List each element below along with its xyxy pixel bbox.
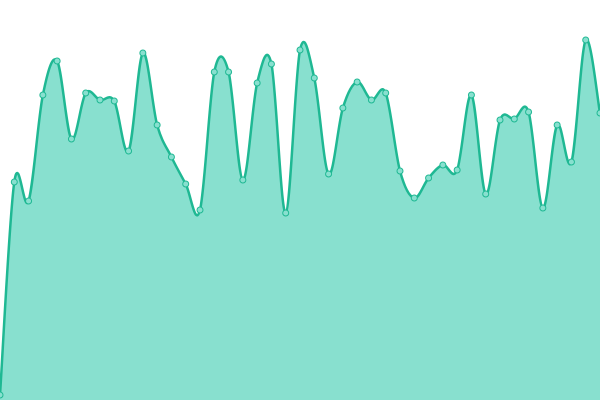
point (182, 180, 190, 188)
point (96, 96, 104, 104)
point (482, 190, 490, 198)
point (396, 167, 404, 175)
point (267, 60, 275, 68)
point (210, 68, 218, 76)
point (225, 68, 233, 76)
point (496, 116, 504, 124)
point (367, 96, 375, 104)
point (53, 57, 61, 65)
point (139, 49, 147, 57)
point (67, 135, 75, 143)
point (539, 204, 547, 212)
point (582, 36, 590, 44)
point (525, 108, 533, 116)
point (325, 170, 333, 178)
point (439, 161, 447, 169)
point (353, 78, 361, 86)
point (167, 153, 175, 161)
point (239, 176, 247, 184)
point (0, 391, 4, 399)
point (510, 115, 518, 123)
point (310, 74, 318, 82)
point (339, 104, 347, 112)
point (39, 91, 47, 99)
point (282, 209, 290, 217)
point (125, 147, 133, 155)
point (10, 178, 18, 186)
point (82, 89, 90, 97)
point (596, 109, 600, 117)
point (196, 206, 204, 214)
point (410, 194, 418, 202)
point (467, 91, 475, 99)
point (296, 46, 304, 54)
point (110, 97, 118, 105)
point (425, 174, 433, 182)
point (567, 158, 575, 166)
point (253, 79, 261, 87)
point (153, 121, 161, 129)
point (382, 89, 390, 97)
area (0, 39, 600, 400)
point (453, 166, 461, 174)
point (553, 121, 561, 129)
point (25, 197, 33, 205)
